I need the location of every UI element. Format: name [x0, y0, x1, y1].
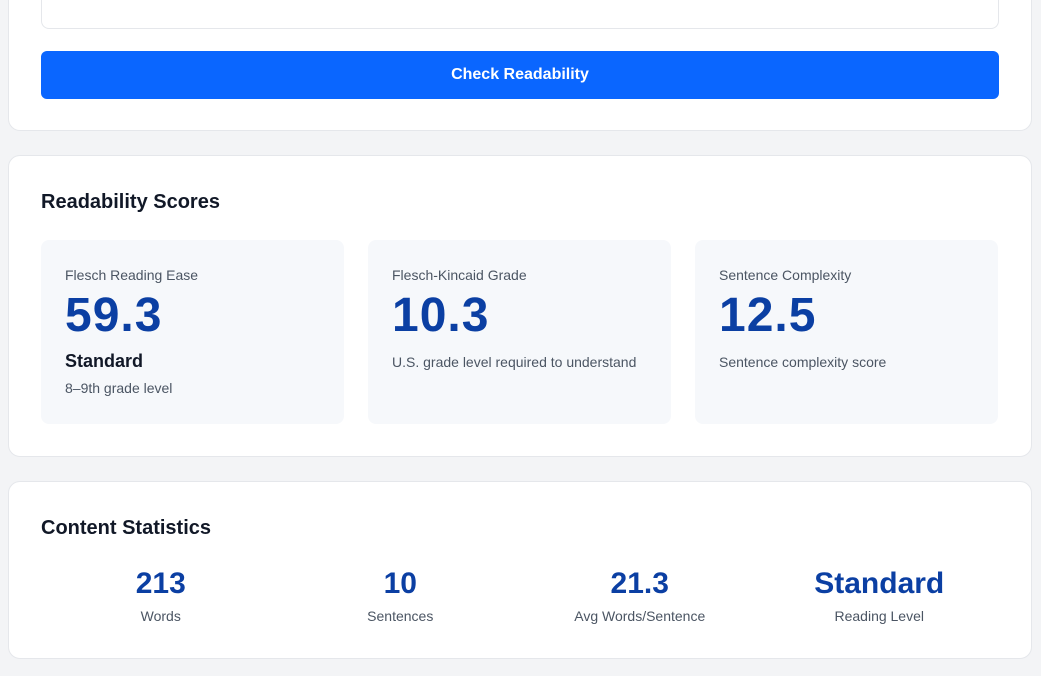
stat-sentences: 10 Sentences: [281, 566, 521, 625]
stat-words: 213 Words: [41, 566, 281, 625]
text-input-card: Check Readability: [8, 0, 1032, 131]
stat-label: Words: [140, 608, 181, 624]
flesch-reading-ease-label: Flesch Reading Ease: [65, 267, 199, 283]
stat-label: Sentences: [367, 608, 434, 624]
flesch-kincaid-grade-value: 10.3: [392, 289, 490, 342]
content-statistics-title: Content Statistics: [41, 517, 212, 539]
flesch-reading-ease-description: 8–9th grade level: [65, 380, 173, 396]
sentence-complexity-value: 12.5: [719, 289, 817, 342]
sentence-complexity-description: Sentence complexity score: [719, 354, 887, 370]
stat-label: Avg Words/Sentence: [574, 608, 706, 624]
stat-label: Reading Level: [834, 608, 924, 624]
stat-avg-words-per-sentence: 21.3 Avg Words/Sentence: [520, 566, 760, 625]
stat-reading-level: Standard Reading Level: [760, 566, 1000, 625]
stat-value: 10: [383, 567, 417, 600]
stat-value: 213: [135, 567, 186, 600]
readability-scores-card: Readability Scores Flesch Reading Ease 5…: [8, 155, 1032, 457]
check-readability-button[interactable]: Check Readability: [41, 51, 999, 99]
stat-value: 21.3: [610, 567, 669, 600]
flesch-kincaid-grade-box: Flesch-Kincaid Grade 10.3 U.S. grade lev…: [368, 240, 671, 424]
text-input-area[interactable]: [41, 0, 999, 29]
flesch-reading-level: Standard: [65, 351, 144, 371]
statistics-row: 213 Words 10 Sentences 21.3 Avg Words/Se…: [41, 566, 999, 625]
sentence-complexity-box: Sentence Complexity 12.5 Sentence comple…: [695, 240, 998, 424]
sentence-complexity-label: Sentence Complexity: [719, 267, 852, 283]
flesch-kincaid-grade-label: Flesch-Kincaid Grade: [392, 267, 527, 283]
stat-value: Standard: [814, 567, 945, 600]
flesch-kincaid-grade-description: U.S. grade level required to understand: [392, 354, 637, 370]
flesch-reading-ease-box: Flesch Reading Ease 59.3 Standard 8–9th …: [41, 240, 344, 424]
flesch-reading-ease-value: 59.3: [65, 289, 163, 342]
content-statistics-card: Content Statistics 213 Words 10 Sentence…: [8, 481, 1032, 659]
readability-scores-title: Readability Scores: [41, 191, 220, 213]
